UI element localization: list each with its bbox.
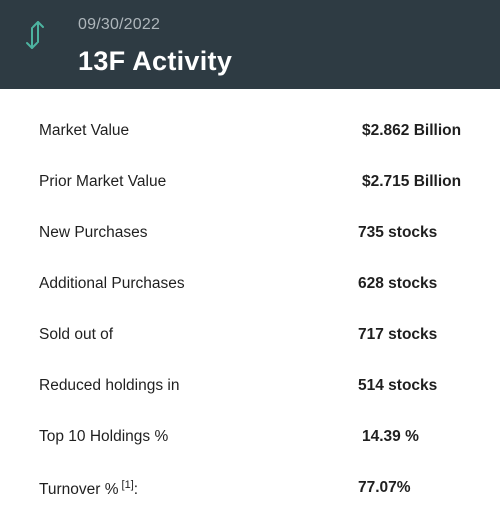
row-value: 717 stocks bbox=[358, 326, 438, 343]
row-additional-purchases: Additional Purchases 628 stocks bbox=[0, 242, 500, 293]
row-label: Sold out of bbox=[39, 326, 114, 343]
row-label: Market Value bbox=[39, 122, 130, 139]
turnover-label-text: Turnover % bbox=[39, 481, 119, 498]
row-new-purchases: New Purchases 735 stocks bbox=[0, 191, 500, 242]
up-down-arrows-icon bbox=[24, 18, 46, 52]
row-market-value: Market Value $2.862 Billion bbox=[0, 89, 500, 140]
page-title: 13F Activity bbox=[78, 46, 233, 76]
row-value: $2.715 Billion bbox=[362, 173, 462, 190]
row-label: New Purchases bbox=[39, 224, 148, 241]
row-label: Turnover % [1]: bbox=[39, 479, 138, 499]
row-reduced-holdings: Reduced holdings in 514 stocks bbox=[0, 344, 500, 395]
row-value: 628 stocks bbox=[358, 275, 438, 292]
row-label: Additional Purchases bbox=[39, 275, 185, 292]
row-prior-market-value: Prior Market Value $2.715 Billion bbox=[0, 140, 500, 191]
report-date: 09/30/2022 bbox=[78, 16, 161, 33]
row-label: Top 10 Holdings % bbox=[39, 428, 169, 445]
row-label: Prior Market Value bbox=[39, 173, 167, 190]
row-value: 514 stocks bbox=[358, 377, 438, 394]
row-value: 14.39 % bbox=[362, 428, 419, 445]
row-turnover: Turnover % [1]: 77.07% bbox=[0, 446, 500, 499]
row-label: Reduced holdings in bbox=[39, 377, 180, 394]
row-value: 735 stocks bbox=[358, 224, 438, 241]
row-top-10-holdings: Top 10 Holdings % 14.39 % bbox=[0, 395, 500, 446]
activity-header: 09/30/2022 13F Activity bbox=[0, 0, 500, 89]
row-sold-out-of: Sold out of 717 stocks bbox=[0, 293, 500, 344]
turnover-label-suffix: : bbox=[133, 481, 139, 498]
footnote-link[interactable]: [1] bbox=[121, 479, 134, 491]
row-value: 77.07% bbox=[358, 479, 411, 496]
row-value: $2.862 Billion bbox=[362, 122, 462, 139]
